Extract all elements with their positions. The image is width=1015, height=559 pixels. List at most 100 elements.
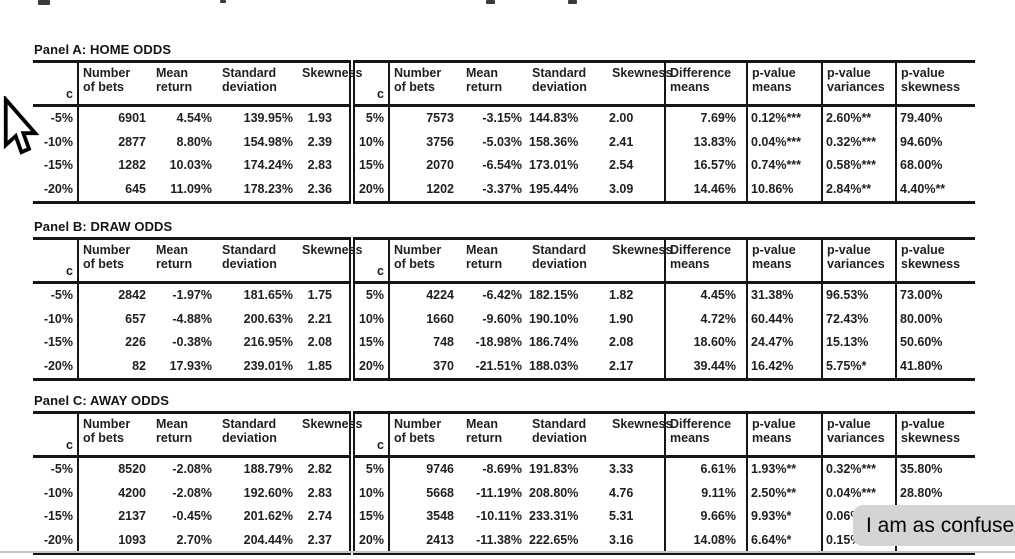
num-bets-neg: 226 (125, 335, 146, 349)
table-row: -20% 1093 2.70% 204.44% 2.37 20% 2413 -11.38% 22… (33, 528, 975, 554)
mean-return-neg: -2.08% (172, 485, 212, 500)
c-neg: -5% (33, 105, 79, 131)
skewness-pos: 1.90 (608, 307, 666, 331)
mean-return-pos: -21.51% (475, 358, 522, 373)
mean-return-neg: 8.80% (176, 134, 212, 149)
col-header-num-bets-neg: Number of bets (78, 238, 152, 284)
p-value-means: 9.93%* (747, 505, 823, 529)
p-value-variances: 15.13% (822, 331, 897, 355)
col-header-c-pos: c (349, 412, 390, 458)
table-row: -20% 645 11.09% 178.23% 2.36 20% 1202 -3.37% 195… (33, 177, 975, 203)
c-pos: 5% (349, 456, 390, 482)
table-row: -10% 657 -4.88% 200.63% 2.21 10% 1660 -9.60% 190… (33, 307, 975, 331)
std-dev-pos: 222.65% (529, 532, 579, 547)
p-value-means: 0.74%*** (747, 154, 823, 178)
col-header-num-bets-pos: Number of bets (389, 412, 462, 458)
std-dev-neg: 181.65% (243, 288, 293, 302)
mean-return-neg: 17.93% (169, 358, 212, 373)
col-header-std-dev-pos: Standard deviation (528, 238, 608, 284)
p-value-means: 10.86% (747, 177, 823, 203)
text-fragment (486, 0, 495, 4)
col-header-difference-means: Difference means (665, 61, 748, 107)
col-header-p-value-skewness: p-value skewness (896, 412, 975, 458)
mean-return-neg: -4.88% (172, 311, 212, 326)
table-row: -15% 1282 10.03% 174.24% 2.83 15% 2070 -6.54% 17… (33, 154, 975, 178)
col-header-c-pos: c (349, 61, 390, 107)
mean-return-neg: -1.97% (172, 288, 212, 302)
mean-return-neg: -2.08% (172, 462, 212, 476)
col-header-num-bets-pos: Number of bets (389, 238, 462, 284)
std-dev-neg: 216.95% (243, 335, 293, 349)
c-neg: -20% (33, 354, 79, 380)
col-header-std-dev-neg: Standard deviation (218, 61, 298, 107)
mean-return-neg: 2.70% (176, 532, 212, 547)
col-header-num-bets-neg: Number of bets (78, 61, 152, 107)
num-bets-pos: 3548 (426, 509, 454, 523)
num-bets-neg: 1093 (118, 532, 146, 547)
skewness-neg: 1.85 (307, 358, 332, 373)
col-header-std-dev-pos: Standard deviation (528, 61, 608, 107)
num-bets-pos: 4224 (426, 288, 454, 302)
skewness-neg: 2.37 (307, 532, 332, 547)
p-value-variances: 0.32%*** (822, 130, 897, 154)
c-pos: 10% (349, 307, 390, 331)
c-neg: -15% (33, 505, 79, 529)
mean-return-neg: 10.03% (169, 158, 212, 172)
table-row: -10% 2877 8.80% 154.98% 2.39 10% 3756 -5.03% 158… (33, 130, 975, 154)
num-bets-pos: 2413 (426, 532, 454, 547)
c-neg: -10% (33, 130, 79, 154)
c-pos: 5% (349, 105, 390, 131)
header-row: c Number of bets Mean return Standard deviatio… (33, 61, 975, 107)
skewness-neg: 1.93 (307, 111, 332, 125)
c-neg: -20% (33, 177, 79, 203)
col-header-num-bets-neg: Number of bets (78, 412, 152, 458)
skewness-neg: 2.08 (307, 335, 332, 349)
c-pos: 20% (349, 177, 390, 203)
col-header-p-value-means: p-value means (747, 61, 823, 107)
col-header-std-dev-pos: Standard deviation (528, 412, 608, 458)
num-bets-pos: 1660 (426, 311, 454, 326)
skewness-neg: 2.83 (307, 158, 332, 172)
bottom-divider (0, 551, 1015, 553)
difference-means: 4.72% (665, 307, 748, 331)
p-value-variances: 0.04%*** (822, 481, 897, 505)
p-value-means: 60.44% (747, 307, 823, 331)
col-header-skewness-pos: Skewness (608, 238, 672, 284)
header-row: c Number of bets Mean return Standard deviatio… (33, 238, 975, 284)
c-pos: 15% (349, 154, 390, 178)
num-bets-pos: 7573 (426, 111, 454, 125)
std-dev-pos: 195.44% (529, 181, 579, 196)
caption-text: I am as confuse (866, 514, 1015, 537)
p-value-variances: 72.43% (822, 307, 897, 331)
num-bets-neg: 8520 (118, 462, 146, 476)
p-value-variances: 2.84%** (822, 177, 897, 203)
skewness-neg: 2.36 (307, 181, 332, 196)
std-dev-pos: 182.15% (529, 288, 579, 302)
table-row: -15% 2137 -0.45% 201.62% 2.74 15% 3548 -10.11% 2… (33, 505, 975, 529)
col-header-mean-return-pos: Mean return (462, 61, 528, 107)
skewness-pos: 3.16 (608, 528, 666, 554)
p-value-means: 0.12%*** (747, 105, 823, 131)
num-bets-pos: 370 (433, 358, 454, 373)
col-header-c-neg: c (33, 238, 79, 284)
skewness-pos: 5.31 (608, 505, 666, 529)
difference-means: 14.08% (665, 528, 748, 554)
std-dev-pos: 191.83% (529, 462, 579, 476)
col-header-skewness-neg: Skewness (298, 412, 362, 458)
p-value-skewness: 68.00% (900, 158, 943, 172)
c-pos: 20% (349, 354, 390, 380)
p-value-means: 1.93%** (747, 456, 823, 482)
col-header-std-dev-neg: Standard deviation (218, 238, 298, 284)
panel-home-odds: Panel A: HOME ODDS c Number of bets Mean ret… (33, 42, 975, 204)
p-value-variances: 5.75%* (822, 354, 897, 380)
p-value-skewness: 94.60% (900, 134, 943, 149)
std-dev-neg: 239.01% (243, 358, 293, 373)
col-header-mean-return-pos: Mean return (462, 238, 528, 284)
col-header-c-neg: c (33, 412, 79, 458)
mean-return-pos: -6.54% (482, 158, 522, 172)
skewness-neg: 2.82 (307, 462, 332, 476)
std-dev-neg: 204.44% (243, 532, 293, 547)
c-neg: -10% (33, 481, 79, 505)
skewness-pos: 2.17 (608, 354, 666, 380)
p-value-skewness: 28.80% (900, 485, 943, 500)
